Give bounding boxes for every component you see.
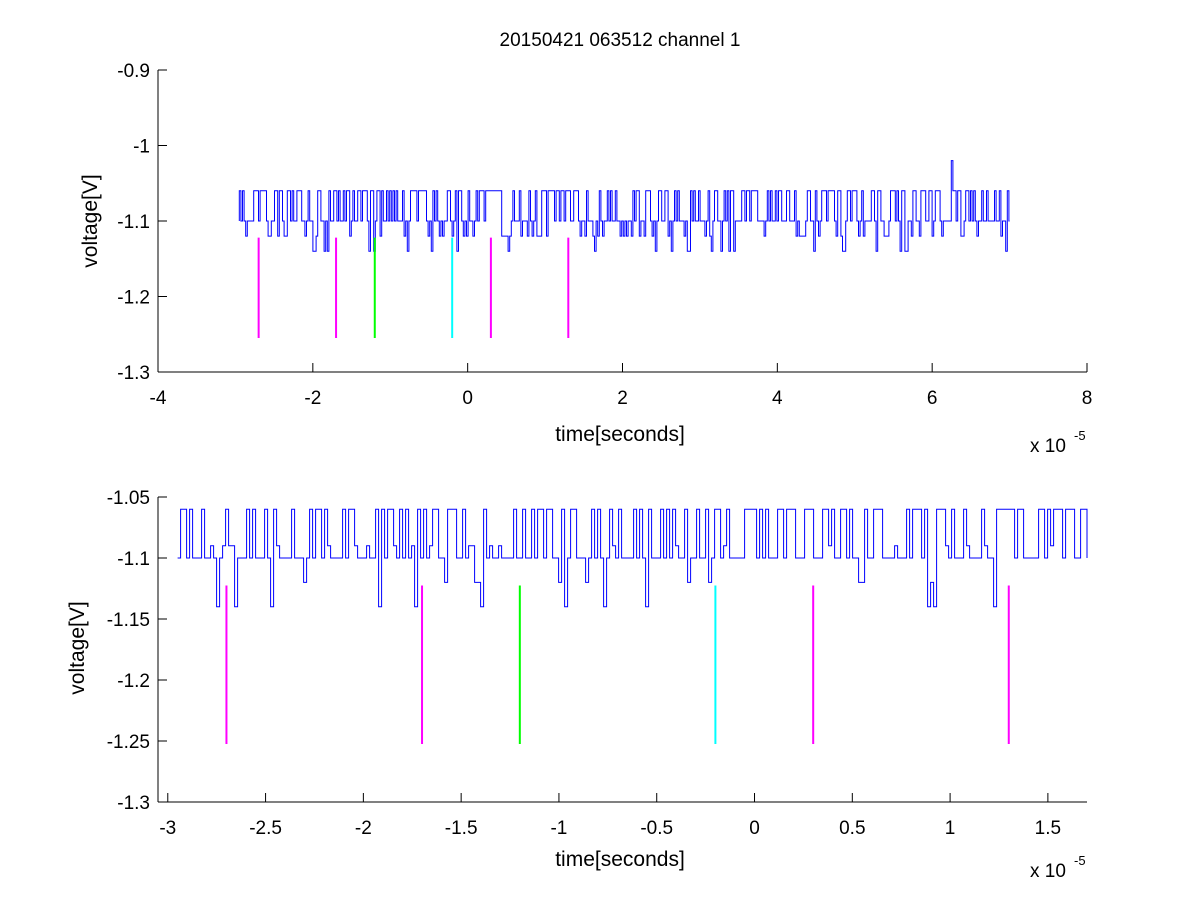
signal-trace <box>238 160 1010 252</box>
y-axis-label: voltage[V] <box>66 601 89 694</box>
y-tick-label: -1.3 <box>117 793 150 814</box>
axes: -3 -2.5 -2 -1.5 -1 -0.5 0 0.5 1 1.5 -1.3 -1.25 -1.2 -… <box>107 488 1087 839</box>
figure-title: 20150421 063512 channel 1 <box>500 30 741 51</box>
x-tick-label: -0.5 <box>640 818 673 839</box>
x-tick-label: 1.5 <box>1035 818 1061 839</box>
x-axis-label: time[seconds] <box>555 423 685 446</box>
x-tick-label: -1 <box>550 818 567 839</box>
y-tick-label: -1.1 <box>117 549 150 570</box>
marker-layer <box>225 585 1010 745</box>
marker-layer <box>257 237 570 339</box>
top-panel: -4 -2 0 2 4 6 8 -1.3 -1.2 -1.1 -1 -0.9 time[seconds… <box>79 61 1092 457</box>
x-tick-label: 1 <box>945 818 956 839</box>
y-tick-label: -1 <box>133 137 150 158</box>
x-tick-label: 0 <box>749 818 760 839</box>
x-exponent-power: -5 <box>1074 428 1086 443</box>
x-tick-label: 0.5 <box>839 818 865 839</box>
y-tick-label: -1.2 <box>117 288 150 309</box>
x-exponent-base: x 10 <box>1030 861 1066 882</box>
y-tick-label: -1.1 <box>117 212 150 233</box>
x-tick-label: 2 <box>617 388 628 409</box>
x-tick-label: 8 <box>1082 388 1093 409</box>
y-tick-label: -1.3 <box>117 363 150 384</box>
signal-layer <box>177 508 1088 608</box>
y-axis-label: voltage[V] <box>79 174 102 267</box>
x-tick-label: -2.5 <box>249 818 282 839</box>
signal-layer <box>238 160 1010 252</box>
x-exponent-base: x 10 <box>1030 436 1066 457</box>
x-tick-label: -4 <box>150 388 167 409</box>
signal-trace <box>177 508 1088 608</box>
bottom-panel: -3 -2.5 -2 -1.5 -1 -0.5 0 0.5 1 1.5 -1.3 -1.25 -1.2 -… <box>66 488 1088 882</box>
axes: -4 -2 0 2 4 6 8 -1.3 -1.2 -1.1 -1 -0.9 <box>117 61 1092 409</box>
y-tick-label: -1.05 <box>107 488 150 509</box>
x-tick-label: -3 <box>159 818 176 839</box>
x-tick-label: 6 <box>927 388 938 409</box>
x-tick-label: 0 <box>462 388 473 409</box>
x-tick-label: 4 <box>772 388 783 409</box>
x-exponent-power: -5 <box>1074 853 1086 868</box>
x-axis-label: time[seconds] <box>555 848 685 871</box>
y-tick-label: -0.9 <box>117 61 150 82</box>
y-tick-label: -1.2 <box>117 671 150 692</box>
y-tick-label: -1.15 <box>107 610 150 631</box>
x-tick-label: -2 <box>304 388 321 409</box>
y-tick-label: -1.25 <box>107 732 150 753</box>
x-tick-label: -2 <box>355 818 372 839</box>
x-tick-label: -1.5 <box>445 818 478 839</box>
